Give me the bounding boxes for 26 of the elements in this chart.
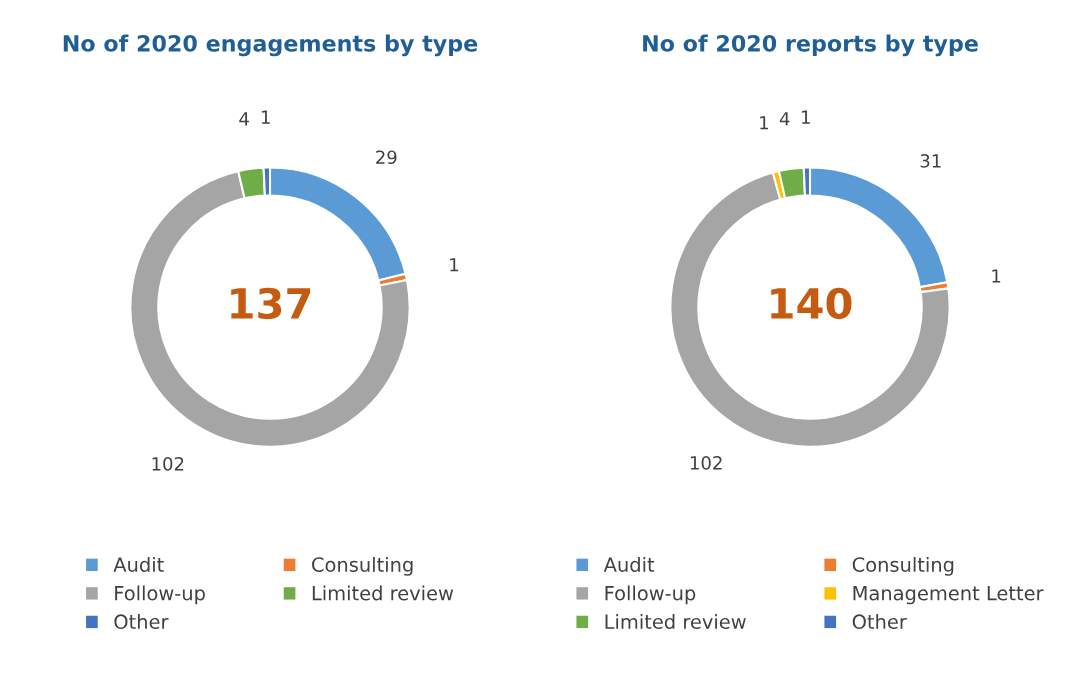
legend-label: Follow-up — [115, 585, 205, 605]
legend-label: Audit — [603, 556, 655, 572]
data-label: 1 — [760, 116, 769, 130]
legend-label: Follow-up — [605, 585, 696, 605]
data-label: 1 — [992, 269, 1001, 283]
legend-label: Audit — [113, 556, 164, 572]
chart-title: No of 2020 reports by type — [643, 34, 978, 57]
data-label: 102 — [152, 457, 184, 471]
data-label: 4 — [779, 112, 790, 126]
data-label: 1 — [450, 258, 459, 272]
data-label: 102 — [690, 455, 722, 470]
legend-label: Management Letter — [853, 586, 1044, 605]
legend-label: Other — [852, 614, 907, 630]
legend-label: Limited review — [312, 585, 454, 601]
legend-label: Consulting — [852, 556, 954, 576]
data-label: 4 — [239, 112, 249, 126]
legend-label: Consulting — [312, 556, 413, 576]
legend-label: Other — [114, 614, 169, 630]
chart-title: No of 2020 engagements by type — [63, 34, 478, 57]
data-label: 31 — [920, 154, 941, 168]
legend-label: Limited review — [605, 614, 746, 630]
text: 140 — [771, 287, 852, 320]
data-label: 29 — [376, 150, 397, 165]
text: 137 — [231, 287, 311, 320]
data-label: 1 — [261, 110, 270, 124]
data-label: 1 — [802, 110, 810, 124]
